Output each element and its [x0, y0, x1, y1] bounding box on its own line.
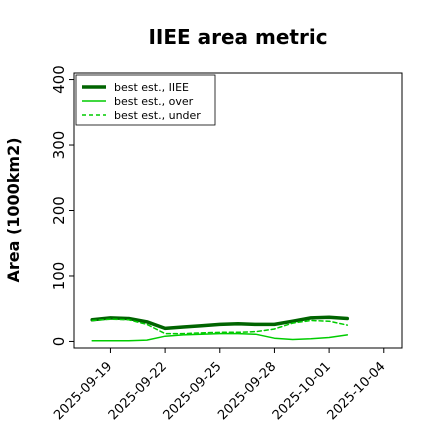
- x-tick-label: 2025-10-04: [325, 359, 389, 423]
- chart-title: IIEE area metric: [148, 25, 327, 49]
- legend-label-over: best est., over: [114, 95, 194, 108]
- series-layer: [90, 315, 350, 342]
- legend-box: [75, 74, 216, 126]
- legend-label-under: best est., under: [114, 109, 201, 122]
- y-tick-label: 200: [50, 196, 68, 225]
- series-line-0: [90, 315, 350, 331]
- y-tick-label: 100: [50, 262, 68, 291]
- series-line-2: [91, 318, 349, 335]
- series-line-1: [91, 332, 349, 342]
- y-axis-label: Area (1000km2): [4, 137, 23, 282]
- y-tick-label: 300: [50, 131, 68, 160]
- y-tick-label: 400: [50, 65, 68, 94]
- legend: best est., IIEE best est., over best est…: [75, 74, 216, 126]
- legend-label-iiee: best est., IIEE: [114, 81, 189, 94]
- y-tick-label: 0: [50, 337, 68, 347]
